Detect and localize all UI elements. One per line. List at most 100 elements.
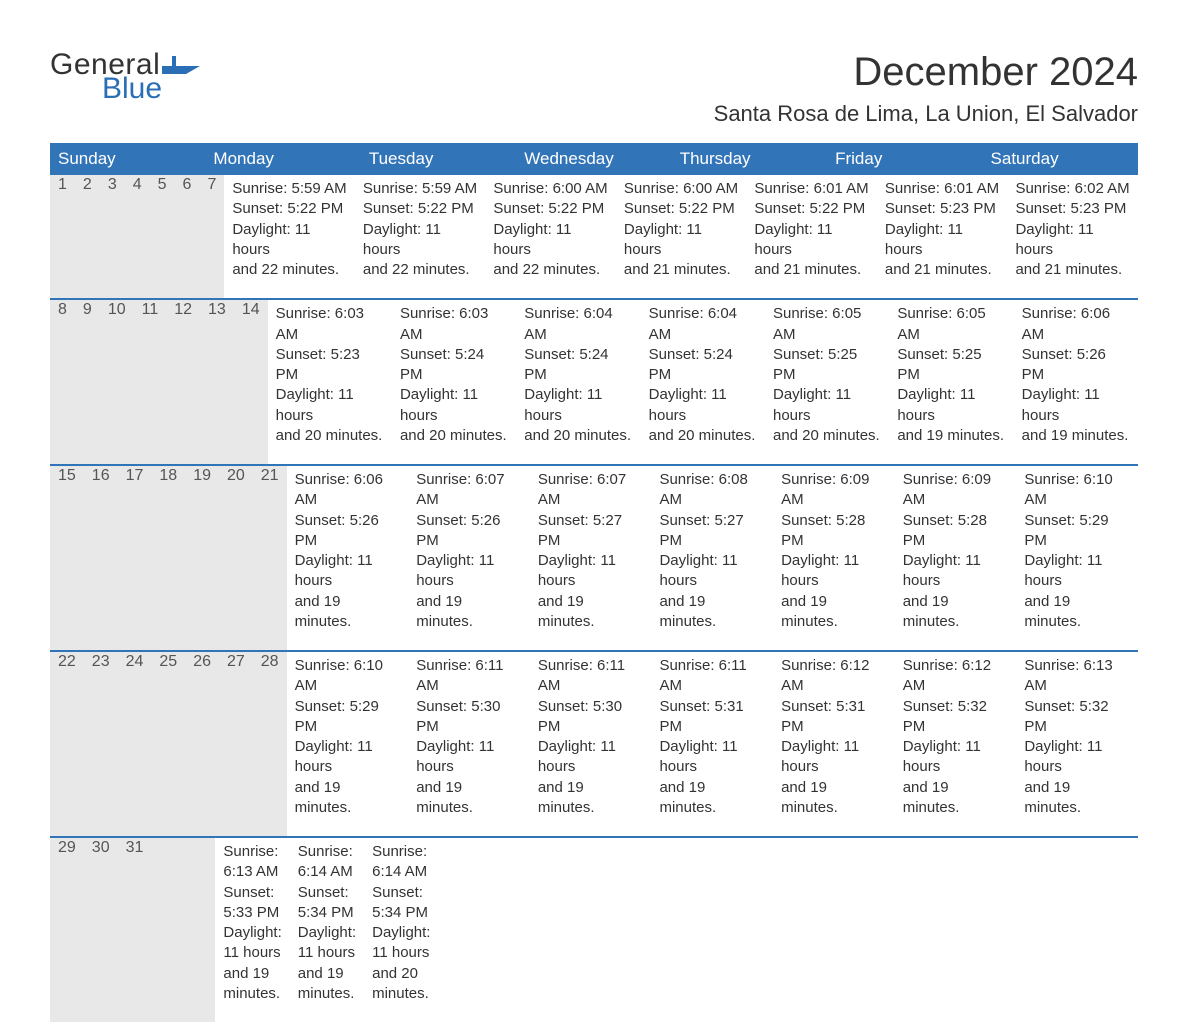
day-d1-line: Daylight: 11 hours <box>624 220 739 261</box>
day-d2-line: and 22 minutes. <box>493 260 608 280</box>
day-number: 10 <box>100 300 134 464</box>
day-sunrise-line: Sunrise: 6:12 AM <box>903 656 1009 697</box>
day-number: 4 <box>125 175 150 298</box>
day-d1-line: Daylight: 11 hours <box>416 551 522 592</box>
day-sunset-line: Sunset: 5:23 PM <box>885 199 1000 219</box>
day-d1-line: Daylight: 11 hours <box>538 737 644 778</box>
calendar-week: 1234567Sunrise: 5:59 AMSunset: 5:22 PMDa… <box>50 175 1138 298</box>
day-d1-line: Daylight: 11 hours <box>400 385 508 426</box>
day-cell: Sunrise: 6:12 AMSunset: 5:31 PMDaylight:… <box>773 652 895 836</box>
day-sunrise-line: Sunrise: 5:59 AM <box>363 179 478 199</box>
day-d1-line: Daylight: 11 hours <box>372 923 430 964</box>
day-d2-line: and 20 minutes. <box>773 426 881 446</box>
day-number-row: 293031 <box>50 838 215 1022</box>
day-sunrise-line: Sunrise: 6:12 AM <box>781 656 887 697</box>
day-body-row: Sunrise: 6:10 AMSunset: 5:29 PMDaylight:… <box>287 652 1138 836</box>
day-d1-line: Daylight: 11 hours <box>659 737 765 778</box>
day-cell: Sunrise: 6:08 AMSunset: 5:27 PMDaylight:… <box>651 466 773 650</box>
day-cell <box>438 838 500 1022</box>
day-sunset-line: Sunset: 5:26 PM <box>416 511 522 552</box>
day-cell: Sunrise: 6:09 AMSunset: 5:28 PMDaylight:… <box>895 466 1017 650</box>
day-d1-line: Daylight: 11 hours <box>903 737 1009 778</box>
day-sunrise-line: Sunrise: 6:00 AM <box>493 179 608 199</box>
day-number-row: 15161718192021 <box>50 466 287 650</box>
day-d2-line: and 19 minutes. <box>897 426 1005 446</box>
day-cell: Sunrise: 6:14 AMSunset: 5:34 PMDaylight:… <box>290 838 364 1022</box>
day-d1-line: Daylight: 11 hours <box>659 551 765 592</box>
day-sunrise-line: Sunrise: 6:01 AM <box>885 179 1000 199</box>
day-sunset-line: Sunset: 5:34 PM <box>298 883 356 924</box>
day-number: 13 <box>200 300 234 464</box>
day-d2-line: and 19 minutes. <box>1022 426 1130 446</box>
day-number: 25 <box>151 652 185 836</box>
day-cell: Sunrise: 5:59 AMSunset: 5:22 PMDaylight:… <box>355 175 486 298</box>
weekday-header: Tuesday <box>361 143 516 175</box>
day-sunset-line: Sunset: 5:34 PM <box>372 883 430 924</box>
day-cell: Sunrise: 6:06 AMSunset: 5:26 PMDaylight:… <box>287 466 409 650</box>
day-body-row: Sunrise: 6:13 AMSunset: 5:33 PMDaylight:… <box>215 838 686 1022</box>
day-sunset-line: Sunset: 5:22 PM <box>232 199 347 219</box>
day-cell: Sunrise: 6:10 AMSunset: 5:29 PMDaylight:… <box>1016 466 1138 650</box>
day-sunset-line: Sunset: 5:22 PM <box>624 199 739 219</box>
day-cell: Sunrise: 6:13 AMSunset: 5:32 PMDaylight:… <box>1016 652 1138 836</box>
day-d2-line: and 21 minutes. <box>1015 260 1130 280</box>
day-d1-line: Daylight: 11 hours <box>276 385 384 426</box>
day-d1-line: Daylight: 11 hours <box>493 220 608 261</box>
day-sunrise-line: Sunrise: 6:07 AM <box>538 470 644 511</box>
day-number: 1 <box>50 175 75 298</box>
day-number-row: 22232425262728 <box>50 652 287 836</box>
day-sunrise-line: Sunrise: 6:01 AM <box>754 179 869 199</box>
calendar-week: 293031Sunrise: 6:13 AMSunset: 5:33 PMDay… <box>50 836 1138 1022</box>
day-number: 20 <box>219 466 253 650</box>
day-d2-line: and 19 minutes. <box>903 778 1009 819</box>
weekday-header: Friday <box>827 143 982 175</box>
weekday-header: Sunday <box>50 143 205 175</box>
day-d2-line: and 19 minutes. <box>538 592 644 633</box>
day-sunrise-line: Sunrise: 6:02 AM <box>1015 179 1130 199</box>
day-d1-line: Daylight: 11 hours <box>903 551 1009 592</box>
day-sunrise-line: Sunrise: 6:09 AM <box>903 470 1009 511</box>
day-cell: Sunrise: 6:07 AMSunset: 5:27 PMDaylight:… <box>530 466 652 650</box>
day-cell: Sunrise: 6:04 AMSunset: 5:24 PMDaylight:… <box>641 300 765 464</box>
day-d1-line: Daylight: 11 hours <box>298 923 356 964</box>
day-d2-line: and 20 minutes. <box>276 426 384 446</box>
day-cell: Sunrise: 6:11 AMSunset: 5:30 PMDaylight:… <box>408 652 530 836</box>
day-sunrise-line: Sunrise: 6:06 AM <box>295 470 401 511</box>
day-sunrise-line: Sunrise: 5:59 AM <box>232 179 347 199</box>
header: General Blue December 2024 Santa Rosa de… <box>50 50 1138 127</box>
calendar-week: 22232425262728Sunrise: 6:10 AMSunset: 5:… <box>50 650 1138 836</box>
day-d2-line: and 20 minutes. <box>372 964 430 1005</box>
day-sunrise-line: Sunrise: 6:03 AM <box>276 304 384 345</box>
day-d1-line: Daylight: 11 hours <box>232 220 347 261</box>
day-cell <box>563 838 625 1022</box>
day-d2-line: and 21 minutes. <box>885 260 1000 280</box>
day-number: 18 <box>151 466 185 650</box>
day-sunrise-line: Sunrise: 6:08 AM <box>659 470 765 511</box>
day-d1-line: Daylight: 11 hours <box>1024 737 1130 778</box>
day-cell: Sunrise: 6:12 AMSunset: 5:32 PMDaylight:… <box>895 652 1017 836</box>
day-d1-line: Daylight: 11 hours <box>781 551 887 592</box>
day-number-row: 891011121314 <box>50 300 268 464</box>
day-sunrise-line: Sunrise: 6:11 AM <box>659 656 765 697</box>
day-d2-line: and 19 minutes. <box>295 778 401 819</box>
day-cell: Sunrise: 6:00 AMSunset: 5:22 PMDaylight:… <box>485 175 616 298</box>
day-cell: Sunrise: 6:03 AMSunset: 5:23 PMDaylight:… <box>268 300 392 464</box>
day-d2-line: and 19 minutes. <box>1024 778 1130 819</box>
day-number <box>183 838 199 1022</box>
title-block: December 2024 Santa Rosa de Lima, La Uni… <box>714 50 1138 127</box>
day-d1-line: Daylight: 11 hours <box>754 220 869 261</box>
day-d2-line: and 19 minutes. <box>295 592 401 633</box>
weekday-header: Thursday <box>672 143 827 175</box>
day-number: 22 <box>50 652 84 836</box>
day-number: 7 <box>199 175 224 298</box>
day-cell: Sunrise: 6:01 AMSunset: 5:23 PMDaylight:… <box>877 175 1008 298</box>
day-sunset-line: Sunset: 5:24 PM <box>524 345 632 386</box>
day-d2-line: and 19 minutes. <box>903 592 1009 633</box>
day-body-row: Sunrise: 6:06 AMSunset: 5:26 PMDaylight:… <box>287 466 1138 650</box>
day-sunrise-line: Sunrise: 6:13 AM <box>1024 656 1130 697</box>
day-d1-line: Daylight: 11 hours <box>1022 385 1130 426</box>
day-sunset-line: Sunset: 5:26 PM <box>295 511 401 552</box>
day-sunset-line: Sunset: 5:32 PM <box>903 697 1009 738</box>
day-d1-line: Daylight: 11 hours <box>295 737 401 778</box>
day-sunset-line: Sunset: 5:24 PM <box>400 345 508 386</box>
